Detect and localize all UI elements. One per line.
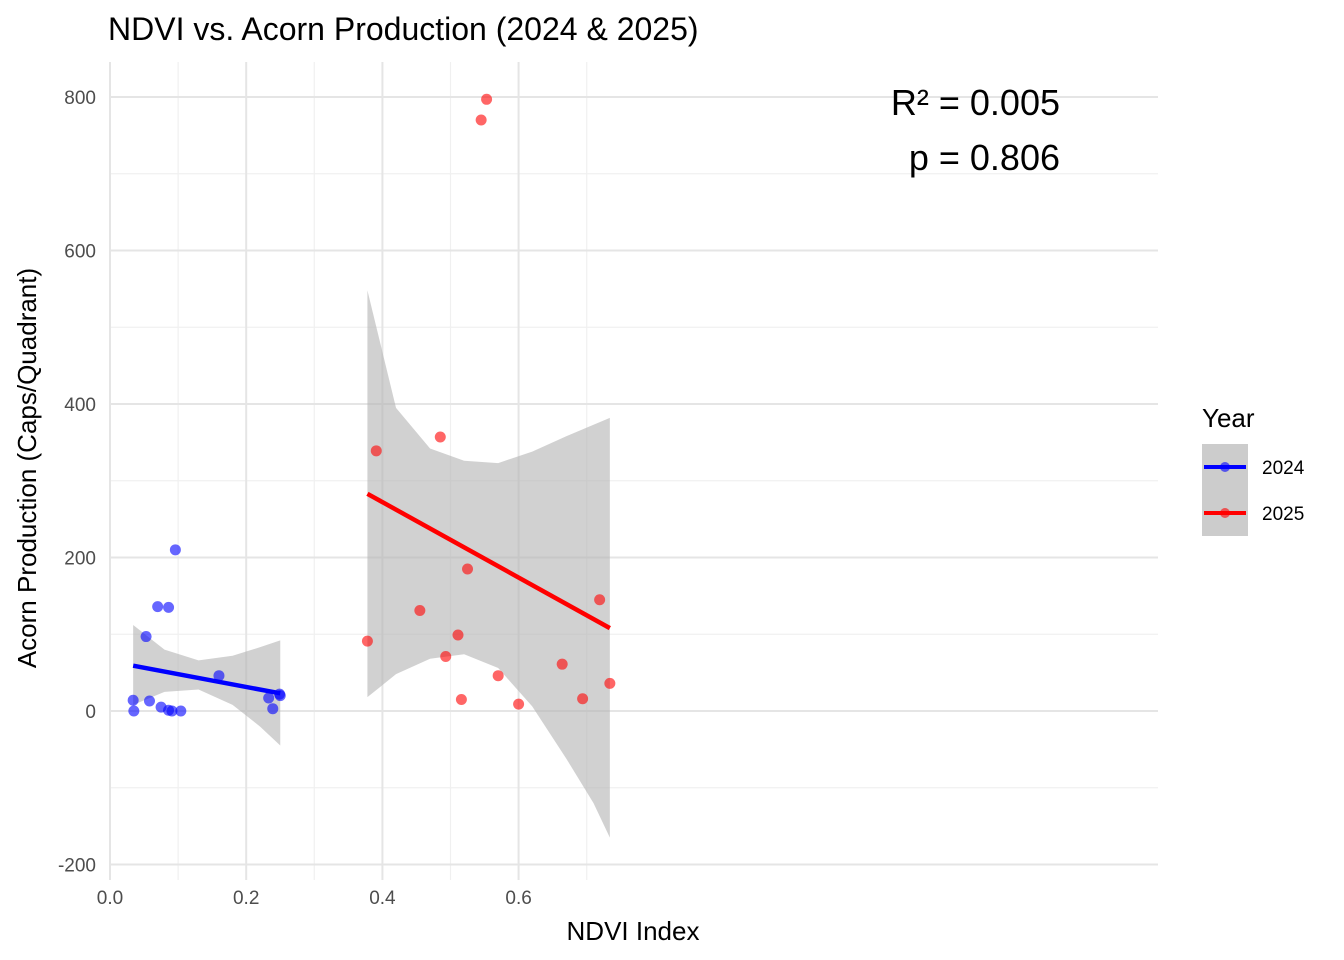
fit-line-2024: [132, 663, 281, 696]
data-point-2025: [462, 563, 474, 575]
confidence-band-2025: [367, 290, 610, 838]
data-point-2025: [577, 693, 589, 705]
data-point-2025: [361, 635, 373, 647]
x-tick-label: 0.4: [369, 888, 396, 909]
data-point-2024: [143, 695, 155, 707]
data-point-2025: [434, 431, 446, 443]
x-axis-ticks: 0.0 0.2 0.4 0.6: [97, 888, 532, 909]
data-point-2025: [455, 693, 467, 705]
data-point-2025: [556, 658, 568, 670]
legend-label-2024: 2024: [1262, 458, 1305, 479]
confidence-band-2024: [133, 625, 281, 746]
data-point-2024: [263, 692, 275, 704]
legend: Year 2024 2025: [1202, 403, 1305, 536]
y-axis-title: Acorn Production (Caps/Quadrant): [12, 268, 42, 668]
data-point-2024: [163, 601, 175, 613]
data-point-2025: [440, 651, 452, 663]
data-points: [127, 93, 616, 717]
data-point-2025: [452, 629, 464, 641]
data-point-2024: [152, 601, 164, 613]
confidence-bands: [133, 290, 610, 838]
data-point-2025: [513, 698, 525, 710]
x-tick-label: 0.2: [233, 888, 259, 909]
chart-title: NDVI vs. Acorn Production (2024 & 2025): [108, 11, 699, 47]
data-point-2024: [213, 670, 225, 682]
data-point-2024: [127, 694, 139, 706]
data-point-2025: [481, 93, 493, 105]
data-point-2024: [128, 705, 140, 717]
x-tick-label: 0.6: [505, 888, 531, 909]
x-tick-label: 0.0: [97, 888, 123, 909]
y-tick-label: 800: [64, 88, 96, 109]
data-point-2025: [475, 114, 487, 126]
legend-label-2025: 2025: [1262, 504, 1304, 525]
data-point-2025: [594, 594, 606, 606]
legend-key-2024-point: [1220, 462, 1230, 472]
y-tick-label: 200: [64, 549, 96, 570]
y-axis-ticks: -200 0 200 400 600 800: [58, 88, 96, 877]
data-point-2024: [267, 703, 279, 715]
y-tick-label: 0: [85, 702, 96, 723]
data-point-2024: [140, 631, 152, 643]
data-point-2024: [175, 705, 187, 717]
y-tick-label: 400: [64, 395, 96, 416]
y-tick-label: 600: [64, 242, 96, 263]
r-squared-label: R² = 0.005: [891, 82, 1060, 123]
x-axis-title: NDVI Index: [567, 916, 700, 946]
fit-line-2025: [366, 491, 611, 631]
data-point-2024: [166, 705, 178, 717]
p-value-label: p = 0.806: [909, 137, 1060, 178]
data-point-2025: [492, 670, 504, 682]
legend-title: Year: [1202, 403, 1255, 433]
data-point-2025: [604, 677, 616, 689]
data-point-2025: [414, 604, 426, 616]
y-tick-label: -200: [58, 856, 96, 877]
fit-lines: [132, 491, 611, 696]
data-point-2025: [370, 445, 382, 457]
data-point-2024: [169, 544, 181, 556]
legend-key-2025-point: [1220, 508, 1230, 518]
